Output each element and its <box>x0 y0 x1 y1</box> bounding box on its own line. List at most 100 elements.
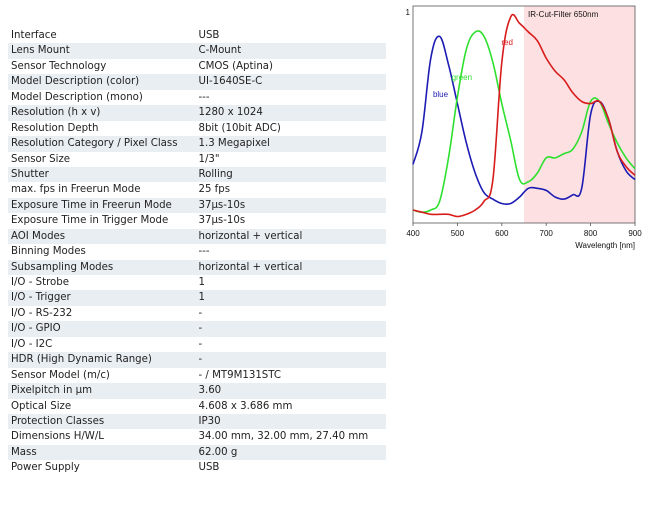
spec-row: Exposure Time in Freerun Mode 37µs-10s <box>8 197 386 214</box>
spec-label: Mass <box>8 444 196 461</box>
x-tick-label: 900 <box>628 229 642 238</box>
spec-label: I/O - Trigger <box>8 290 196 306</box>
spec-row: Mass 62.00 g <box>8 444 386 461</box>
spec-value: 37µs-10s <box>195 197 386 214</box>
spec-value: --- <box>198 91 210 103</box>
spec-value: - <box>195 321 386 337</box>
spec-value: 3.60 <box>195 383 386 399</box>
spec-row: Pixelpitch in µm 3.60 <box>8 383 386 399</box>
spec-row: I/O - I2C - <box>8 337 386 352</box>
spec-value: 1 <box>198 277 205 289</box>
spec-label: Protection Classes <box>8 413 196 430</box>
spec-row: Lens Mount C-Mount <box>8 43 386 59</box>
spec-row: Sensor Model (m/c) - / MT9M131STC <box>8 368 386 383</box>
spec-label: I/O - I2C <box>11 338 53 350</box>
spec-label: Sensor Model (m/c) <box>11 369 110 381</box>
plot-frame <box>412 5 636 224</box>
spec-label: I/O - RS-232 <box>11 307 73 319</box>
x-axis-label: Wavelength [nm] <box>575 241 635 250</box>
spec-row: I/O - Strobe 1 <box>8 275 386 290</box>
ir-cut-filter-band <box>524 6 635 223</box>
spec-label: Optical Size <box>11 400 72 412</box>
spec-value: - <box>198 307 203 319</box>
spec-row: Exposure Time in Trigger Mode 37µs-10s <box>8 213 386 228</box>
spec-value: --- <box>198 246 210 258</box>
spec-label: Model Description (color) <box>8 74 196 90</box>
spec-row: Resolution Category / Pixel Class 1.3 Meg… <box>8 136 386 152</box>
spec-label: Exposure Time in Freerun Mode <box>8 197 196 214</box>
spec-value: - <box>198 338 203 350</box>
spec-value: - / MT9M131STC <box>198 369 282 381</box>
spectral-response-chart: blue green red IR-Cut-Filter 650nm 400 500 600… <box>403 5 653 252</box>
spec-row: Resolution (h x v) 1280 x 1024 <box>8 105 386 121</box>
spec-value: 1/3" <box>198 153 220 165</box>
x-tick-label: 600 <box>495 229 509 238</box>
spec-label: Model Description (mono) <box>11 91 143 103</box>
spec-value: 34.00 mm, 32.00 mm, 27.40 mm <box>198 431 369 443</box>
spec-value: 8bit (10bit ADC) <box>198 122 281 134</box>
spec-value: horizontal + vertical <box>195 259 386 275</box>
spec-value: 37µs-10s <box>198 215 246 227</box>
spec-row: max. fps in Freerun Mode 25 fps <box>8 182 386 197</box>
spec-label: AOI Modes <box>8 228 196 245</box>
spec-row: Protection Classes IP30 <box>8 413 386 430</box>
spec-value: USB <box>198 30 220 42</box>
spec-label: Exposure Time in Trigger Mode <box>11 215 169 227</box>
spec-label: Binning Modes <box>11 246 86 258</box>
spec-value: horizontal + vertical <box>195 228 386 245</box>
spec-row: Sensor Technology CMOS (Aptina) <box>8 59 386 74</box>
x-tick-label: 400 <box>406 229 420 238</box>
spec-label: Pixelpitch in µm <box>8 383 196 399</box>
series-label-red: red <box>501 38 513 47</box>
y-tick-label: 1 <box>406 8 411 17</box>
spec-row: I/O - GPIO - <box>8 321 386 337</box>
spec-value: C-Mount <box>195 43 386 59</box>
spec-value: 1.3 Megapixel <box>195 136 386 152</box>
x-tick-label: 500 <box>451 229 465 238</box>
spec-value: UI-1640SE-C <box>195 74 386 90</box>
series-label-green: green <box>452 73 472 82</box>
spec-value: IP30 <box>195 413 386 430</box>
spec-label: Lens Mount <box>8 43 196 59</box>
spec-label: Shutter <box>8 166 196 183</box>
spec-row: Model Description (color) UI-1640SE-C <box>8 74 386 90</box>
spec-value: 1280 x 1024 <box>195 105 386 121</box>
spec-value: 1 <box>195 290 386 306</box>
spec-row: Interface USB <box>8 28 386 43</box>
ir-cut-filter-annotation: IR-Cut-Filter 650nm <box>528 10 599 19</box>
spec-row: I/O - RS-232 - <box>8 306 386 321</box>
series-label-blue: blue <box>433 90 449 99</box>
series-line-red <box>412 13 636 218</box>
spec-table: Interface USB Lens Mount C-Mount Sensor Tech… <box>8 28 386 476</box>
spec-row: Sensor Size 1/3" <box>8 152 386 167</box>
spec-value: USB <box>198 462 220 474</box>
spec-label: Subsampling Modes <box>8 259 196 275</box>
spec-row: Model Description (mono) --- <box>8 90 386 105</box>
spec-row: Optical Size 4.608 x 3.686 mm <box>8 399 386 414</box>
spec-row: AOI Modes horizontal + vertical <box>8 228 386 245</box>
spec-label: I/O - GPIO <box>8 321 196 337</box>
spec-label: Power Supply <box>11 462 80 474</box>
spec-value: CMOS (Aptina) <box>198 60 274 72</box>
spec-value: 25 fps <box>198 184 231 196</box>
spec-row: HDR (High Dynamic Range) - <box>8 352 386 368</box>
spec-row: Shutter Rolling <box>8 166 386 183</box>
spec-row: Resolution Depth 8bit (10bit ADC) <box>8 121 386 136</box>
spec-value: 62.00 g <box>195 444 386 461</box>
spec-table-body: Interface USB Lens Mount C-Mount Sensor Tech… <box>8 28 386 476</box>
spec-row: I/O - Trigger 1 <box>8 290 386 306</box>
spec-value: - <box>195 352 386 368</box>
spec-label: HDR (High Dynamic Range) <box>8 352 196 368</box>
x-tick-label: 800 <box>584 229 598 238</box>
x-tick-label: 700 <box>540 229 554 238</box>
spec-row: Power Supply USB <box>8 460 386 475</box>
spec-label: Sensor Size <box>11 153 71 165</box>
spec-label: Dimensions H/W/L <box>11 431 104 443</box>
spec-label: Interface <box>11 30 57 42</box>
spec-row: Binning Modes --- <box>8 244 386 259</box>
spec-label: Resolution Category / Pixel Class <box>8 136 196 152</box>
spec-row: Subsampling Modes horizontal + vertical <box>8 259 386 275</box>
spec-label: Resolution (h x v) <box>8 105 196 121</box>
